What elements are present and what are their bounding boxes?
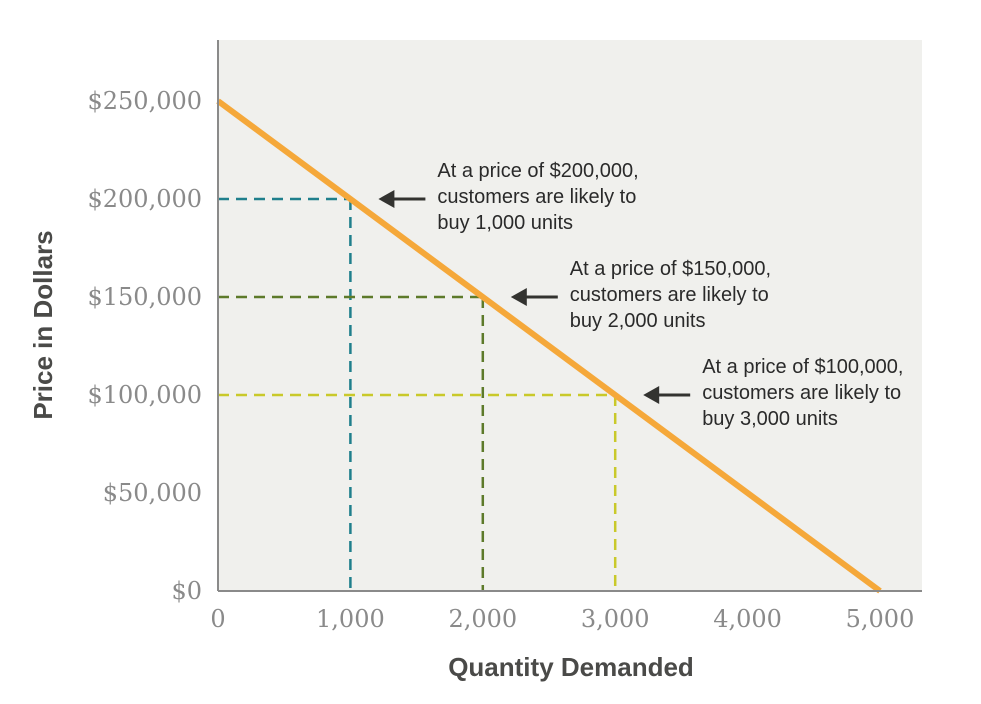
- x-tick-label: 2,000: [448, 605, 517, 633]
- y-axis-title: Price in Dollars: [28, 230, 58, 419]
- arrow-left-icon: [378, 190, 395, 208]
- arrow-left-icon: [510, 288, 527, 306]
- x-tick-label: 5,000: [846, 605, 915, 633]
- y-tick-label: $250,000: [87, 87, 202, 115]
- annotation-3: At a price of $100,000, customers are lik…: [643, 356, 903, 430]
- annotation-text-line: At a price of $150,000,: [570, 258, 771, 280]
- x-tick-label: 0: [210, 605, 225, 633]
- y-tick-label: $200,000: [87, 185, 202, 213]
- x-tick-label: 4,000: [713, 605, 782, 633]
- demand-curve: [216, 98, 882, 594]
- annotation-2: At a price of $150,000, customers are lik…: [510, 258, 771, 332]
- annotation-text-line: customers are likely to: [702, 382, 901, 404]
- annotation-text-line: buy 1,000 units: [437, 212, 573, 234]
- y-tick-label: $100,000: [87, 381, 202, 409]
- plot-background: [218, 40, 922, 591]
- y-tick-label: $150,000: [87, 283, 202, 311]
- annotation-text-line: At a price of $100,000,: [702, 356, 903, 378]
- y-tick-labels: $0 $50,000 $100,000 $150,000 $200,000 $250,00…: [87, 87, 202, 605]
- arrow-left-icon: [643, 386, 660, 404]
- x-tick-label: 3,000: [581, 605, 650, 633]
- reference-lines: [218, 197, 617, 591]
- annotation-text-line: buy 2,000 units: [570, 310, 706, 332]
- y-tick-label: $50,000: [103, 479, 202, 507]
- annotation-text-line: At a price of $200,000,: [437, 160, 638, 182]
- x-axis-title: Quantity Demanded: [448, 652, 694, 682]
- x-tick-label: 1,000: [316, 605, 385, 633]
- annotation-1: At a price of $200,000, customers are lik…: [378, 160, 639, 234]
- x-tick-labels: 0 1,000 2,000 3,000 4,000 5,000: [210, 605, 914, 633]
- annotation-text-line: buy 3,000 units: [702, 408, 838, 430]
- y-tick-label: $0: [171, 577, 202, 605]
- annotations: At a price of $200,000, customers are lik…: [378, 160, 903, 430]
- annotation-text-line: customers are likely to: [570, 284, 769, 306]
- annotation-text-line: customers are likely to: [437, 186, 636, 208]
